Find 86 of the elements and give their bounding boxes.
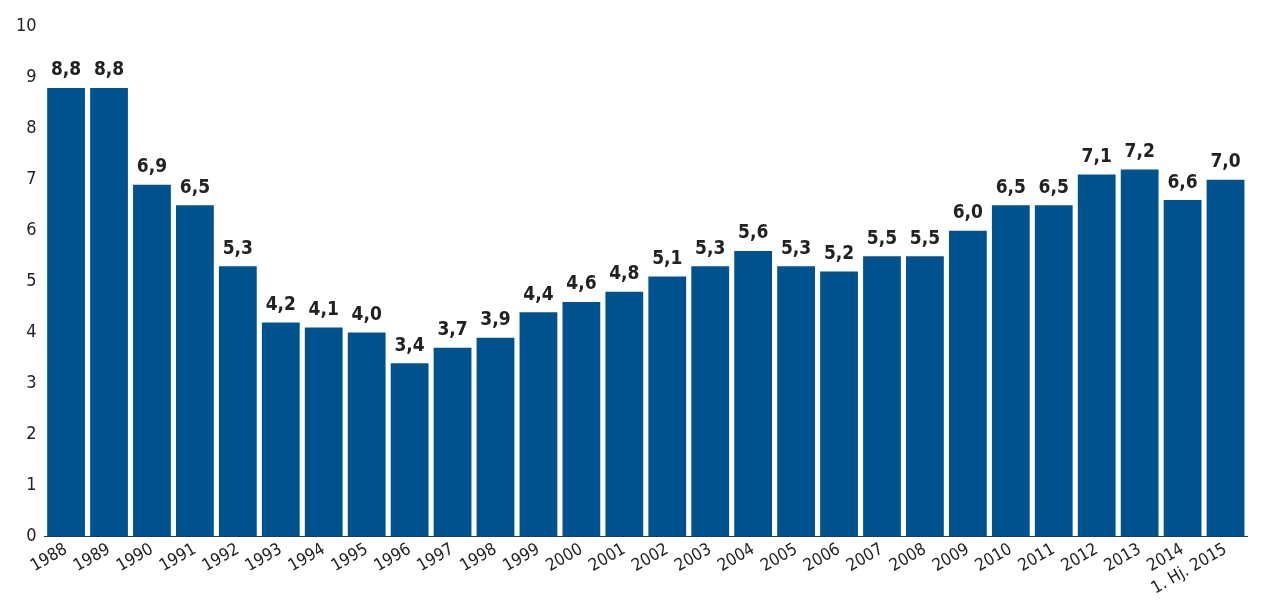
bar [476, 337, 515, 537]
y-tick-label: 5 [26, 269, 37, 291]
x-tick-label: 2000 [541, 538, 586, 575]
bar [218, 266, 257, 537]
x-tick-label: 1993 [241, 538, 285, 575]
data-label: 3,4 [394, 332, 425, 355]
bar [906, 256, 944, 537]
bar [261, 322, 300, 537]
bar [777, 266, 815, 537]
data-label: 5,6 [738, 220, 769, 243]
x-tick-label: 2013 [1100, 538, 1144, 575]
data-label: 6,9 [136, 154, 168, 177]
x-tick-label: 2002 [627, 538, 672, 575]
x-tick-label: 2011 [1014, 538, 1058, 575]
y-tick-label: 2 [26, 422, 37, 444]
y-tick-label: 0 [26, 524, 37, 546]
data-label: 5,3 [222, 235, 253, 258]
x-tick-label: 1992 [198, 538, 243, 575]
y-tick-label: 9 [26, 65, 37, 87]
x-tick-label: 2003 [670, 538, 715, 575]
data-label: 5,2 [823, 240, 855, 263]
data-label: 4,1 [308, 296, 339, 319]
x-tick-label: 2004 [713, 538, 758, 575]
bar [691, 266, 730, 537]
data-label: 7,0 [1210, 149, 1241, 172]
x-tick-label: 1994 [284, 538, 328, 575]
data-label: 5,3 [695, 235, 726, 258]
bar [90, 87, 128, 537]
bar [863, 256, 901, 537]
bar [562, 302, 601, 537]
x-tick-label: 2009 [928, 538, 973, 575]
data-label: 6,5 [179, 174, 211, 197]
x-tick-label: 2008 [885, 538, 930, 575]
y-tick-label: 8 [26, 116, 37, 138]
y-tick-label: 7 [26, 167, 37, 189]
data-label: 3,9 [480, 307, 511, 330]
bar [433, 347, 472, 537]
bar [304, 327, 343, 537]
bar [648, 276, 687, 537]
bar [605, 291, 644, 537]
bar [176, 205, 214, 537]
y-tick-label: 4 [26, 320, 37, 342]
y-tick-label: 1 [26, 473, 37, 495]
data-label: 6,5 [1038, 174, 1069, 197]
bar [991, 205, 1030, 537]
bar [1163, 200, 1202, 537]
data-label: 8,8 [93, 57, 125, 80]
bar [1034, 205, 1073, 537]
x-tick-label: 1990 [112, 538, 157, 575]
data-label: 4,8 [609, 261, 640, 284]
y-tick-label: 10 [15, 14, 37, 36]
data-label: 3,7 [437, 317, 468, 340]
bar [948, 230, 987, 537]
bar [1077, 174, 1116, 537]
bar [1120, 169, 1159, 537]
bar [347, 332, 386, 537]
bar [519, 312, 558, 537]
data-label: 6,0 [952, 200, 984, 223]
x-tick-label: 2001 [584, 538, 629, 575]
data-label: 4,6 [566, 271, 597, 294]
x-tick-label: 2012 [1057, 538, 1101, 575]
bar [820, 271, 858, 537]
y-tick-label: 6 [26, 218, 37, 240]
data-label: 7,2 [1124, 138, 1155, 161]
data-label: 5,5 [909, 225, 941, 248]
x-tick-label: 1989 [69, 538, 114, 575]
bar [390, 363, 429, 537]
data-label: 5,3 [780, 235, 812, 258]
x-tick-label: 1999 [498, 538, 543, 575]
data-label: 4,4 [523, 281, 554, 304]
bar [47, 87, 85, 537]
bar [133, 184, 171, 537]
x-tick-label: 1991 [155, 538, 200, 575]
data-label: 7,1 [1081, 144, 1112, 167]
data-label: 6,5 [995, 174, 1026, 197]
data-label: 8,8 [50, 57, 82, 80]
bar [734, 251, 773, 537]
data-label: 5,5 [866, 225, 898, 248]
data-label: 4,0 [351, 302, 382, 325]
x-tick-label: 1998 [456, 538, 500, 575]
y-tick-label: 3 [26, 371, 37, 393]
x-tick-label: 2010 [971, 538, 1016, 575]
data-label: 6,6 [1167, 169, 1198, 192]
data-label: 4,2 [265, 291, 296, 314]
data-label: 5,1 [652, 245, 683, 268]
bar [1206, 179, 1245, 537]
